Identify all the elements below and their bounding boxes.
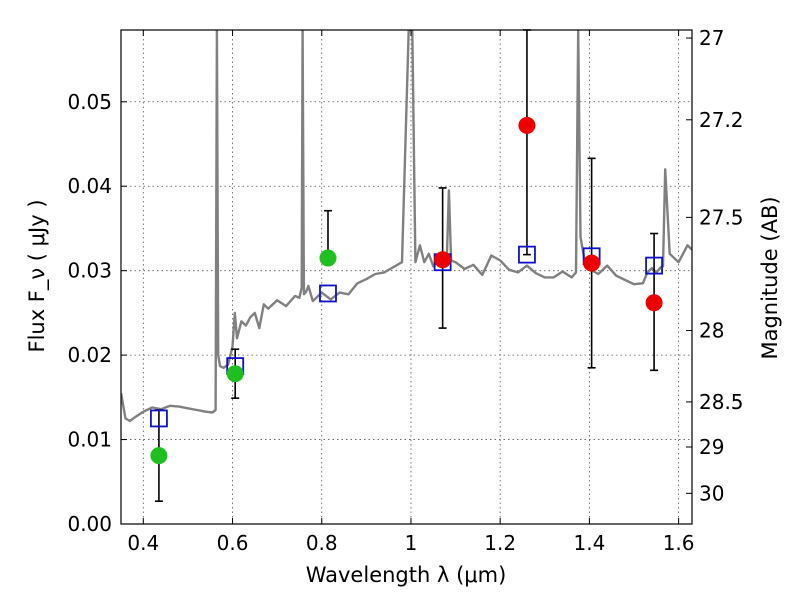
x-tick-label: 0.8 xyxy=(306,531,338,555)
model-band-square xyxy=(150,409,168,428)
red-data-point xyxy=(434,251,452,269)
y-tick-label: 0.04 xyxy=(67,174,112,198)
y2-tick-label: 27.2 xyxy=(699,108,744,132)
y-tick-labels: 0.00 0.01 0.02 0.03 0.04 0.05 xyxy=(67,90,112,536)
model-band-square xyxy=(518,245,536,264)
green-data-point xyxy=(226,365,244,383)
y2-tick-labels: 27 27.2 27.5 28 28.5 29 30 xyxy=(699,26,744,505)
y-tick-label: 0.00 xyxy=(67,512,112,536)
x-tick-labels: 0.4 0.6 0.8 1 1.2 1.4 1.6 xyxy=(127,531,694,555)
x-axis-label: Wavelength λ (μm) xyxy=(306,563,507,587)
red-data-point xyxy=(583,254,601,272)
x-tick-label: 1.4 xyxy=(573,531,605,555)
y-axis-label: Flux F_ν ( μJy ) xyxy=(25,199,50,352)
x-tick-label: 0.6 xyxy=(217,531,249,555)
y2-tick-label: 27.5 xyxy=(699,205,744,229)
plot-frame xyxy=(120,29,693,525)
y-tick-label: 0.02 xyxy=(67,343,112,367)
model-spectrum-layer xyxy=(121,30,692,423)
tick-layer xyxy=(121,30,692,525)
model-spectrum-line xyxy=(121,30,692,423)
green-data-point xyxy=(319,249,337,267)
y-tick-label: 0.01 xyxy=(67,428,112,452)
y2-tick-label: 28.5 xyxy=(699,390,744,414)
red-data-point xyxy=(645,294,663,312)
red-data-point xyxy=(518,116,536,134)
y-tick-label: 0.03 xyxy=(67,259,112,283)
y2-axis-label: Magnitude (AB) xyxy=(758,196,782,359)
green-data-point xyxy=(150,447,168,465)
x-tick-label: 1 xyxy=(405,531,418,555)
y2-tick-label: 27 xyxy=(699,26,724,50)
x-tick-label: 1.2 xyxy=(484,531,516,555)
model-band-square xyxy=(645,256,663,275)
y2-tick-label: 29 xyxy=(699,435,724,459)
y2-tick-label: 28 xyxy=(699,319,724,343)
y2-tick-label: 30 xyxy=(699,481,724,505)
marker-layer xyxy=(150,116,663,465)
model-band-square xyxy=(319,284,337,303)
x-tick-label: 1.6 xyxy=(663,531,695,555)
y-tick-label: 0.05 xyxy=(67,90,112,114)
x-tick-label: 0.4 xyxy=(127,531,159,555)
